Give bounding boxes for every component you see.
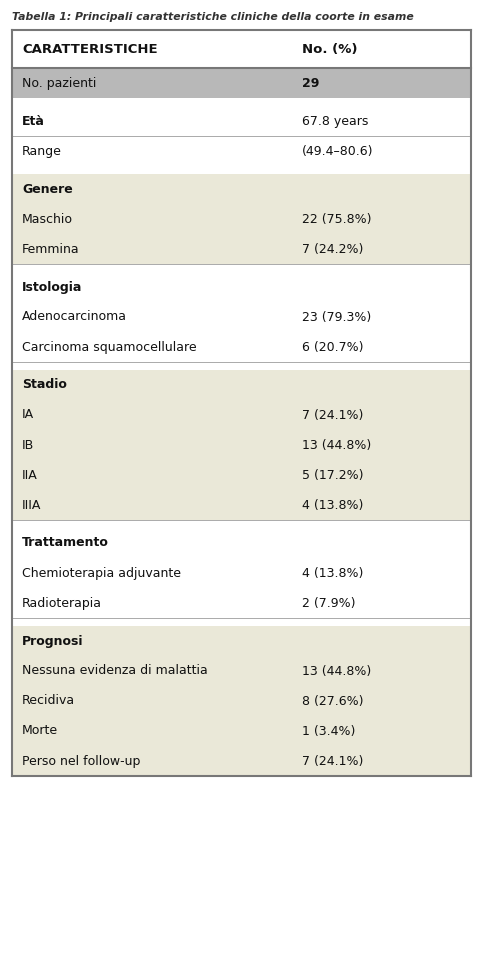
- Bar: [12, 136, 471, 166]
- Text: Istologia: Istologia: [22, 280, 83, 293]
- Text: Radioterapia: Radioterapia: [22, 597, 102, 610]
- Bar: [12, 490, 471, 520]
- Text: 13 (44.8%): 13 (44.8%): [302, 439, 371, 451]
- Bar: [12, 746, 471, 776]
- Text: 29: 29: [302, 76, 320, 90]
- Text: 7 (24.1%): 7 (24.1%): [302, 754, 364, 768]
- Text: 5 (17.2%): 5 (17.2%): [302, 468, 364, 482]
- Text: 13 (44.8%): 13 (44.8%): [302, 664, 371, 678]
- Text: 4 (13.8%): 4 (13.8%): [302, 498, 364, 511]
- Text: Perso nel follow-up: Perso nel follow-up: [22, 754, 141, 768]
- Text: 7 (24.1%): 7 (24.1%): [302, 408, 364, 422]
- Text: Morte: Morte: [22, 725, 58, 737]
- Text: 8 (27.6%): 8 (27.6%): [302, 694, 364, 707]
- Text: Tabella 1: Principali caratteristiche cliniche della coorte in esame: Tabella 1: Principali caratteristiche cl…: [12, 12, 414, 22]
- Bar: [12, 716, 471, 746]
- Text: 22 (75.8%): 22 (75.8%): [302, 212, 372, 226]
- Text: No. (%): No. (%): [302, 42, 358, 55]
- Bar: [12, 686, 471, 716]
- Bar: [12, 332, 471, 362]
- Bar: [12, 430, 471, 460]
- Bar: [12, 370, 471, 400]
- Bar: [12, 272, 471, 302]
- Bar: [12, 558, 471, 588]
- Text: No. pazienti: No. pazienti: [22, 76, 97, 90]
- Bar: [12, 174, 471, 204]
- Text: Chemioterapia adjuvante: Chemioterapia adjuvante: [22, 567, 181, 579]
- Text: Range: Range: [22, 144, 62, 158]
- Bar: [12, 30, 471, 68]
- Bar: [12, 302, 471, 332]
- Bar: [12, 234, 471, 264]
- Bar: [12, 656, 471, 686]
- Bar: [12, 204, 471, 234]
- Bar: [12, 626, 471, 656]
- Text: Recidiva: Recidiva: [22, 694, 75, 707]
- Bar: [12, 460, 471, 490]
- Bar: [12, 106, 471, 136]
- Text: Genere: Genere: [22, 183, 73, 195]
- Text: IB: IB: [22, 439, 34, 451]
- Text: 7 (24.2%): 7 (24.2%): [302, 243, 364, 255]
- Text: (49.4–80.6): (49.4–80.6): [302, 144, 374, 158]
- Bar: [12, 528, 471, 558]
- Bar: [12, 588, 471, 618]
- Text: IA: IA: [22, 408, 34, 422]
- Text: Adenocarcinoma: Adenocarcinoma: [22, 311, 127, 323]
- Bar: [12, 400, 471, 430]
- Text: IIIA: IIIA: [22, 498, 42, 511]
- Text: Trattamento: Trattamento: [22, 536, 109, 550]
- Text: CARATTERISTICHE: CARATTERISTICHE: [22, 42, 157, 55]
- Text: 2 (7.9%): 2 (7.9%): [302, 597, 356, 610]
- Text: Età: Età: [22, 115, 45, 127]
- Text: 1 (3.4%): 1 (3.4%): [302, 725, 355, 737]
- Text: IIA: IIA: [22, 468, 38, 482]
- Text: Nessuna evidenza di malattia: Nessuna evidenza di malattia: [22, 664, 208, 678]
- Text: Femmina: Femmina: [22, 243, 80, 255]
- Bar: [12, 68, 471, 98]
- Text: Maschio: Maschio: [22, 212, 73, 226]
- Text: 4 (13.8%): 4 (13.8%): [302, 567, 364, 579]
- Text: 23 (79.3%): 23 (79.3%): [302, 311, 371, 323]
- Text: Prognosi: Prognosi: [22, 635, 84, 647]
- Text: 67.8 years: 67.8 years: [302, 115, 369, 127]
- Text: 6 (20.7%): 6 (20.7%): [302, 340, 364, 354]
- Text: Carcinoma squamocellulare: Carcinoma squamocellulare: [22, 340, 197, 354]
- Text: Stadio: Stadio: [22, 379, 67, 392]
